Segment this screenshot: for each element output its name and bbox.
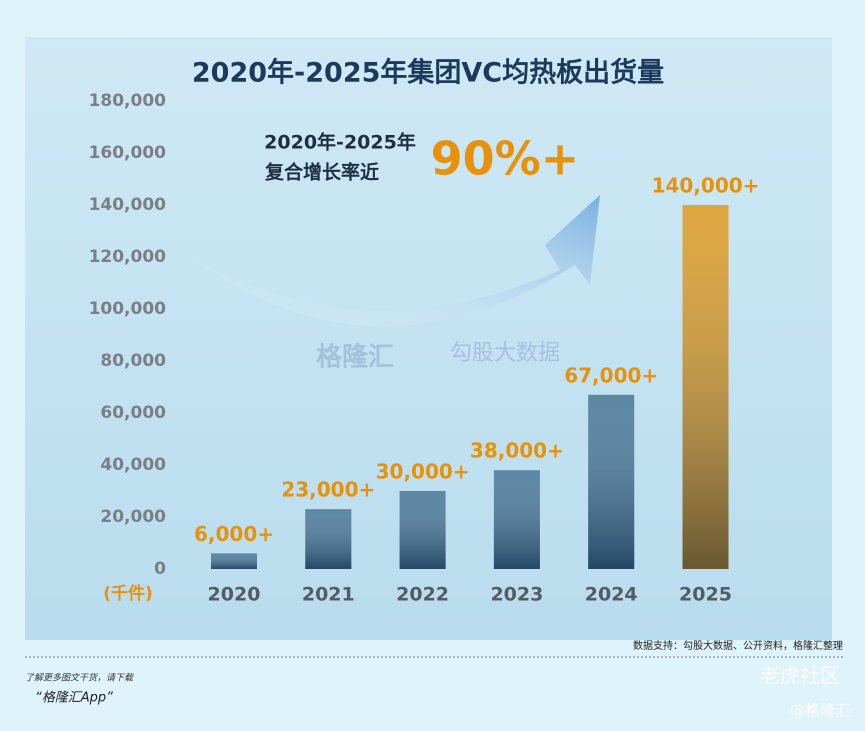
value-label: 140,000+ [652, 174, 760, 198]
annotation-highlight: 90%+ [431, 132, 580, 186]
y-tick-label: 180,000 [89, 91, 167, 111]
y-tick-label: 80,000 [100, 351, 166, 371]
chart-title: 2020年-2025年集团VC均热板出货量 [192, 57, 664, 89]
corner-mark: 老虎社区 [760, 664, 840, 688]
value-label: 38,000+ [470, 439, 564, 463]
watermark: 勾股大数据 [450, 341, 560, 366]
x-tick-label: 2022 [396, 584, 449, 606]
bar-shade [588, 394, 635, 569]
corner-mark: @格隆汇 [790, 702, 850, 720]
x-tick-label: 2023 [490, 584, 543, 606]
annotation: 2020年-2025年 [264, 131, 416, 154]
value-label: 30,000+ [376, 460, 470, 484]
watermark: 格隆汇 [316, 342, 394, 373]
source: 数据支持：勾股大数据、公开资料，格隆汇整理 [633, 639, 843, 652]
y-tick-label: 160,000 [89, 143, 167, 163]
bar-shade [682, 205, 729, 569]
bar-shade [399, 491, 446, 569]
annotation: 复合增长率近 [264, 161, 379, 184]
bar-shade [305, 509, 352, 569]
y-tick-label: 120,000 [89, 247, 167, 267]
footer-text: “格隆汇App” [35, 691, 113, 706]
value-label: 6,000+ [194, 522, 274, 546]
bar-shade [493, 470, 540, 569]
bar-shade [211, 553, 257, 569]
y-tick-label: 20,000 [100, 507, 166, 527]
y-tick-label: 0 [154, 559, 166, 579]
y-tick-label: 140,000 [89, 195, 167, 215]
x-tick-label: 2021 [302, 584, 355, 606]
x-tick-label: 2024 [585, 584, 638, 606]
x-tick-label: 2025 [679, 584, 732, 606]
value-label: 23,000+ [281, 478, 375, 502]
y-tick-label: 100,000 [89, 299, 167, 319]
y-tick-label: 60,000 [100, 403, 166, 423]
x-tick-label: 2020 [208, 584, 261, 606]
y-unit: (千件) [103, 583, 153, 604]
footer-text: 了解更多图文干货，请下载 [25, 673, 134, 684]
y-tick-label: 40,000 [100, 455, 166, 475]
value-label: 67,000+ [564, 363, 658, 387]
